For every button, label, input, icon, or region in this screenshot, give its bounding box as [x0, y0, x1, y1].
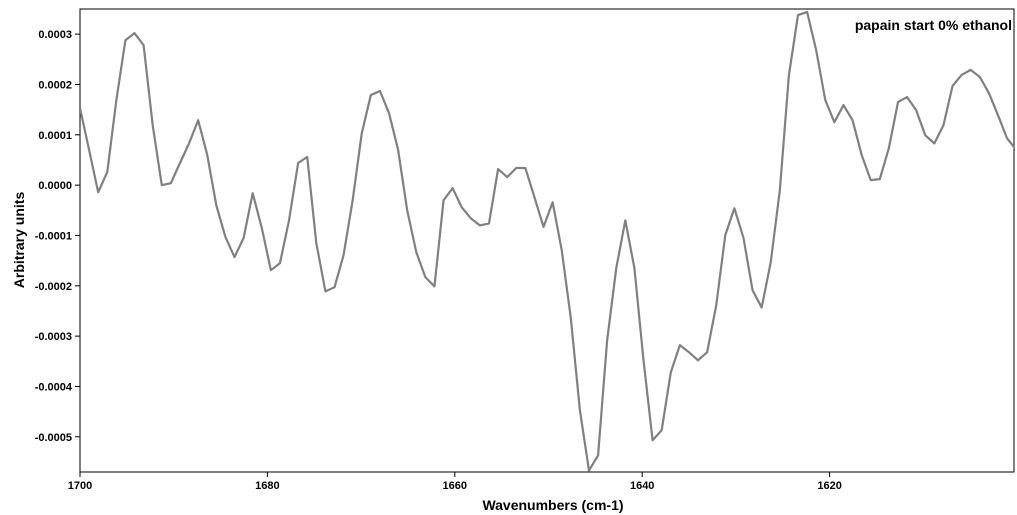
y-tick-label: 0.0001: [38, 130, 72, 142]
plot-frame: [79, 8, 1015, 473]
y-tick-label: 0.0000: [38, 180, 72, 192]
y-tick-label: -0.0002: [35, 281, 72, 293]
x-tick-label: 1640: [630, 480, 654, 492]
x-tick-label: 1680: [255, 480, 279, 492]
y-axis-title: Arbitrary units: [11, 192, 27, 289]
spectrum-line: [80, 10, 1015, 472]
x-axis-title: Wavenumbers (cm-1): [482, 497, 623, 513]
y-tick-label: 0.0002: [38, 79, 72, 91]
y-tick-label: -0.0003: [35, 331, 72, 343]
x-tick-label: 1660: [443, 480, 467, 492]
x-tick-label: 1620: [817, 480, 841, 492]
y-tick-label: -0.0005: [35, 432, 72, 444]
y-tick-label: -0.0004: [35, 381, 73, 393]
annotation: papain start 0% ethanol: [855, 17, 1012, 33]
y-tick-label: 0.0003: [38, 29, 72, 41]
x-tick-label: 1700: [68, 480, 92, 492]
y-tick-label: -0.0001: [35, 230, 72, 242]
